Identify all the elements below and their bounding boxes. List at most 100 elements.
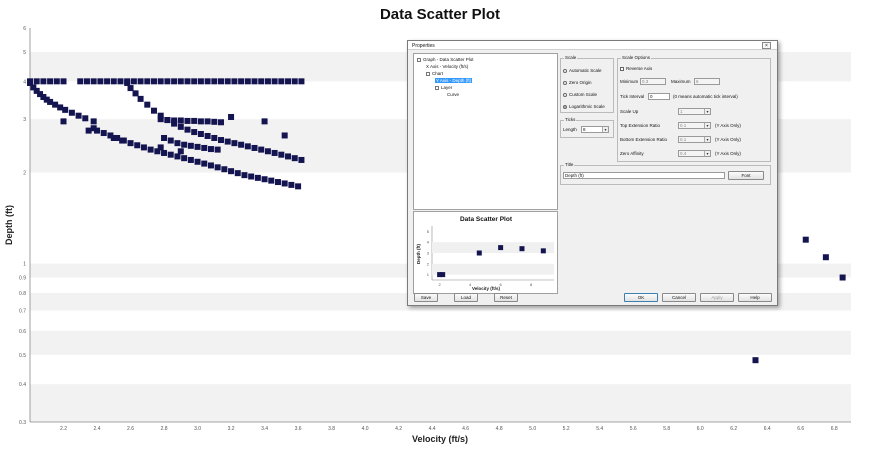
top-extension-select[interactable]: 0.1 ▾ <box>678 122 711 129</box>
reset-button[interactable]: Reset <box>494 293 518 302</box>
tick-interval-input[interactable]: 0 <box>648 93 670 100</box>
preview-point <box>440 272 446 278</box>
scatter-point <box>285 153 292 160</box>
custom-scale-radio[interactable]: Custom Scale <box>563 92 597 97</box>
scale-up-select[interactable]: 1 ▾ <box>678 108 711 115</box>
preview-grid-bands <box>432 242 554 275</box>
tree-item-curve[interactable]: Curve <box>447 92 459 97</box>
tree-expand-icon[interactable] <box>426 71 430 76</box>
chevron-down-icon[interactable]: ▾ <box>704 137 710 142</box>
radio-selected-icon[interactable] <box>563 104 567 109</box>
close-icon[interactable]: × <box>762 42 771 49</box>
scatter-point <box>278 151 285 158</box>
y-tick-label: 0.6 <box>19 329 26 335</box>
scatter-point <box>177 148 184 155</box>
automatic-scale-radio[interactable]: Automatic Scale <box>563 68 602 73</box>
y-axis-label: Depth (ft) <box>4 205 14 245</box>
maximum-input[interactable]: 6 <box>694 78 720 85</box>
tree-expand-icon[interactable] <box>417 57 421 62</box>
scatter-point <box>261 118 268 125</box>
y-tick-label: 4 <box>23 79 26 85</box>
ok-button[interactable]: OK <box>624 293 658 302</box>
font-button[interactable]: Font <box>728 171 764 180</box>
zero-origin-radio[interactable]: Zero Origin <box>563 80 592 85</box>
scatter-point <box>177 78 184 85</box>
scatter-point <box>144 101 151 108</box>
x-tick-label: 3.6 <box>295 426 302 432</box>
scatter-point <box>119 137 126 144</box>
tree-expand-icon[interactable] <box>435 85 439 90</box>
apply-button[interactable]: Apply <box>700 293 734 302</box>
scatter-point <box>154 148 161 155</box>
scatter-point <box>224 138 231 145</box>
scatter-point <box>204 78 211 85</box>
tree-item-layer[interactable]: Layer <box>435 85 452 90</box>
scatter-point <box>33 87 40 94</box>
x-tick-label: 2.4 <box>94 426 101 432</box>
chevron-down-icon[interactable]: ▾ <box>704 123 710 128</box>
scale-options-label: Scale Options <box>621 55 652 60</box>
scatter-point <box>187 156 194 163</box>
radio-icon[interactable] <box>563 68 567 73</box>
scatter-point <box>40 94 47 101</box>
logarithmic-scale-radio[interactable]: Logarithmic Scale <box>563 104 605 109</box>
save-button[interactable]: Save <box>414 293 438 302</box>
scatter-point <box>201 144 208 151</box>
scatter-point <box>85 127 92 134</box>
tick-length-select[interactable]: 8 ▾ <box>581 126 609 133</box>
scatter-point <box>211 78 218 85</box>
chart-title: Data Scatter Plot <box>380 6 500 23</box>
scatter-point <box>204 132 211 139</box>
zero-affinity-label: Zero Affinity <box>620 151 644 156</box>
scatter-point <box>137 95 144 102</box>
preview-y-label: Depth (ft) <box>416 244 421 264</box>
chevron-down-icon[interactable]: ▾ <box>704 109 710 114</box>
scatter-point <box>137 78 144 85</box>
top-extension-value: 0.1 <box>680 123 687 128</box>
x-tick-label: 3.8 <box>328 426 335 432</box>
bottom-extension-note: (Y Axis Only) <box>715 137 741 142</box>
preview-grid-band <box>432 263 554 275</box>
tree-item-chart[interactable]: Chart <box>426 71 443 76</box>
scatter-point <box>264 78 271 85</box>
scatter-point <box>127 85 134 92</box>
scatter-point <box>117 78 124 85</box>
preview-point <box>540 248 546 254</box>
x-tick-label: 4.6 <box>462 426 469 432</box>
scatter-point <box>241 172 248 179</box>
chevron-down-icon[interactable]: ▾ <box>704 151 710 156</box>
cancel-button[interactable]: Cancel <box>662 293 696 302</box>
preview-point <box>437 272 443 278</box>
scatter-point <box>231 140 238 147</box>
y-tick-labels: 0.3 0.4 0.5 0.6 0.7 0.8 0.9 1 2 3 4 5 6 <box>19 26 26 426</box>
checkbox-icon[interactable] <box>620 66 624 71</box>
radio-icon[interactable] <box>563 80 567 85</box>
scatter-point <box>30 84 37 91</box>
minimum-input[interactable]: 0.3 <box>640 78 666 85</box>
chevron-down-icon[interactable]: ▾ <box>602 127 608 132</box>
scatter-point <box>207 146 214 153</box>
zero-affinity-select[interactable]: 0.4 ▾ <box>678 150 711 157</box>
scatter-point <box>157 78 164 85</box>
axis-title-input[interactable]: Depth (ft) <box>563 172 725 179</box>
scatter-point <box>258 78 265 85</box>
preview-y-tick: 3 <box>427 251 430 256</box>
tick-interval-note: (0 means automatic tick interval) <box>673 94 738 99</box>
scatter-point <box>248 173 255 180</box>
scatter-point <box>167 137 174 144</box>
scatter-point <box>40 78 47 85</box>
help-button[interactable]: Help <box>738 293 772 302</box>
properties-dialog: Properties × Graph - Data Scatter Plot X… <box>407 40 778 306</box>
scatter-point <box>157 144 164 151</box>
reverse-axis-checkbox[interactable]: Reverse Axis <box>620 66 652 71</box>
load-button[interactable]: Load <box>454 293 478 302</box>
x-tick-label: 2.8 <box>161 426 168 432</box>
tree-item-x-axis[interactable]: X Axis - Velocity (ft/s) <box>426 64 468 69</box>
title-group <box>560 165 771 185</box>
tree-item-graph[interactable]: Graph - Data Scatter Plot <box>417 57 474 62</box>
x-tick-label: 2.2 <box>60 426 67 432</box>
radio-icon[interactable] <box>563 92 567 97</box>
bottom-extension-select[interactable]: 0.1 ▾ <box>678 136 711 143</box>
tree-item-y-axis[interactable]: Y Axis - Depth (ft) <box>435 78 473 83</box>
x-tick-label: 6.4 <box>764 426 771 432</box>
